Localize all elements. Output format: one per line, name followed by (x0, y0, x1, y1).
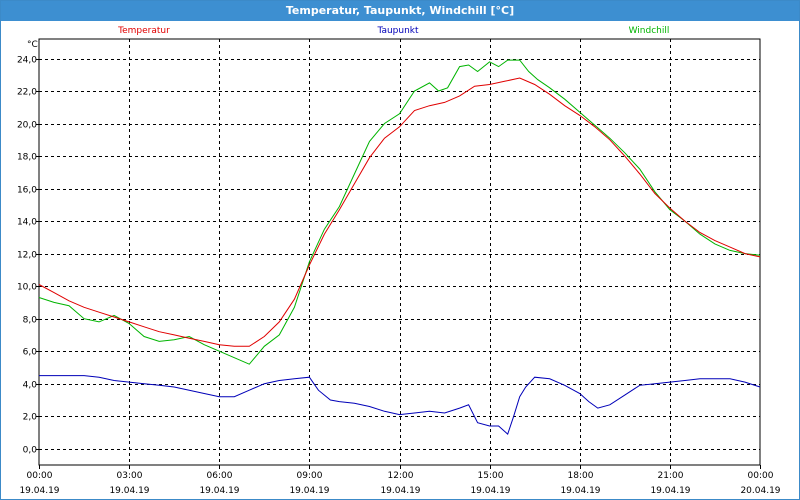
y-tick-labels: 0,0 2,0 4,0 6,0 8,0 10,0 12,0 14,0 16,0 18,0 20,0 2… (17, 56, 37, 456)
series-line-taupunkt (39, 375, 761, 435)
x-tick-time: 18:00 (568, 471, 594, 481)
grid (36, 39, 761, 469)
y-tick-label: 12,0 (17, 251, 37, 261)
series-line-temperatur (38, 77, 761, 347)
y-tick-label: 20,0 (17, 121, 37, 131)
y-tick-label: 2,0 (23, 413, 38, 423)
x-tick-date: 19.04.19 (380, 486, 420, 496)
x-tick-time: 03:00 (117, 471, 143, 481)
x-tick-date: 19.04.19 (289, 486, 329, 496)
x-tick-labels: 00:00 19.04.19 03:00 19.04.19 06:00 19.04.19 0… (19, 471, 780, 496)
y-tick-label: 0,0 (23, 446, 38, 456)
x-tick-date: 19.04.19 (560, 486, 600, 496)
legend-windchill: Windchill (629, 26, 670, 36)
y-tick-label: 24,0 (17, 56, 37, 66)
y-tick-label: 6,0 (23, 348, 38, 358)
x-tick-time: 09:00 (297, 471, 323, 481)
y-tick-label: 4,0 (23, 381, 38, 391)
y-tick-label: 18,0 (17, 153, 37, 163)
y-tick-label: 16,0 (17, 186, 37, 196)
x-tick-date: 19.04.19 (199, 486, 239, 496)
x-tick-date: 19.04.19 (650, 486, 690, 496)
series-lines (38, 59, 761, 435)
x-tick-time: 12:00 (388, 471, 414, 481)
x-tick-time: 21:00 (658, 471, 684, 481)
series-line-windchill (38, 59, 761, 365)
plot-area-border (38, 38, 761, 466)
legend-temperatur: Temperatur (117, 26, 170, 36)
x-tick-date: 19.04.19 (19, 486, 59, 496)
x-tick-time: 00:00 (748, 471, 774, 481)
legend-taupunkt: Taupunkt (376, 26, 419, 36)
x-tick-date: 20.04.19 (740, 486, 780, 496)
x-tick-date: 19.04.19 (470, 486, 510, 496)
x-tick-time: 06:00 (207, 471, 233, 481)
y-tick-label: 14,0 (17, 218, 37, 228)
window-title: Temperatur, Taupunkt, Windchill [°C] (1, 1, 799, 21)
y-axis-unit: °C (27, 40, 38, 50)
x-tick-date: 19.04.19 (109, 486, 149, 496)
y-tick-label: 22,0 (17, 88, 37, 98)
y-tick-label: 10,0 (17, 283, 37, 293)
x-tick-time: 15:00 (478, 471, 504, 481)
x-tick-time: 00:00 (27, 471, 53, 481)
y-tick-label: 8,0 (23, 316, 38, 326)
